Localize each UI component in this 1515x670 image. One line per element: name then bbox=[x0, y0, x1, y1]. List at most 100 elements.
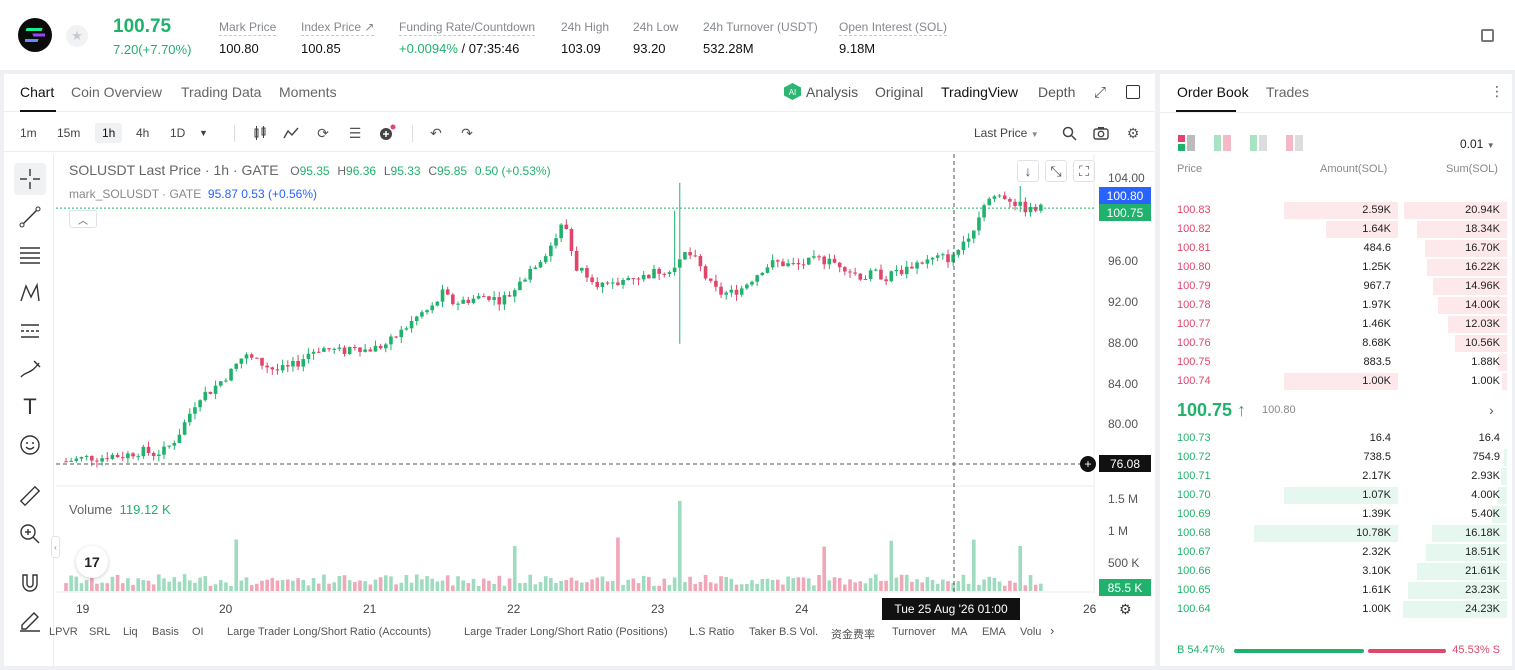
tab-analysis[interactable]: Analysis bbox=[806, 84, 859, 100]
bid-row[interactable]: 100.65 1.61K 23.23K bbox=[1160, 581, 1512, 600]
stat-label[interactable]: Mark Price bbox=[219, 20, 277, 36]
emoji-tool-icon[interactable] bbox=[14, 429, 46, 461]
bid-row[interactable]: 100.64 1.00K 24.23K bbox=[1160, 600, 1512, 619]
timeframe-15m[interactable]: 15m bbox=[57, 126, 81, 140]
ruler-tool-icon[interactable] bbox=[14, 480, 46, 512]
add-order-icon[interactable]: + bbox=[1080, 456, 1096, 472]
indicator-basis[interactable]: Basis bbox=[152, 626, 179, 638]
indicator-ma[interactable]: MA bbox=[951, 626, 968, 638]
indicator-funding[interactable]: 资金费率 bbox=[831, 629, 875, 641]
lock-draw-icon[interactable] bbox=[14, 605, 46, 637]
gear-icon[interactable]: ⚙ bbox=[1126, 124, 1140, 141]
price-type-select[interactable]: Last Price ▼ bbox=[974, 126, 1039, 140]
chevron-right-icon[interactable]: › bbox=[1489, 402, 1494, 418]
refresh-icon[interactable]: ⟳ bbox=[317, 124, 329, 141]
tab-moments[interactable]: Moments bbox=[279, 84, 337, 100]
legend-collapse-button[interactable]: ︿ bbox=[69, 210, 97, 228]
indicator-lt-accounts[interactable]: Large Trader Long/Short Ratio (Accounts) bbox=[227, 626, 432, 638]
ask-row[interactable]: 100.74 1.00K 1.00K bbox=[1160, 372, 1512, 391]
undo-icon[interactable]: ↶ bbox=[430, 124, 442, 141]
timeframe-4h[interactable]: 4h bbox=[136, 126, 150, 140]
gear-icon[interactable]: ⚙ bbox=[1119, 601, 1132, 617]
tradingview-logo-icon[interactable]: 17 bbox=[76, 546, 108, 578]
chevron-left-icon[interactable]: ‹ bbox=[51, 536, 60, 558]
ask-row[interactable]: 100.83 2.59K 20.94K bbox=[1160, 201, 1512, 220]
bid-row[interactable]: 100.68 10.78K 16.18K bbox=[1160, 524, 1512, 543]
indicator-volume[interactable]: Volu bbox=[1020, 626, 1042, 638]
scroll-to-latest-icon[interactable]: ↓ bbox=[1017, 160, 1039, 182]
bid-row[interactable]: 100.67 2.32K 18.51K bbox=[1160, 543, 1512, 562]
tab-trades[interactable]: Trades bbox=[1266, 84, 1310, 100]
bid-row[interactable]: 100.69 1.39K 5.40K bbox=[1160, 505, 1512, 524]
x-tick: 22 bbox=[507, 602, 521, 616]
tab-original[interactable]: Original bbox=[875, 84, 924, 100]
crosshair-tool-icon[interactable] bbox=[14, 163, 46, 195]
more-icon[interactable]: ⋮ bbox=[1490, 83, 1504, 99]
ask-row[interactable]: 100.81 484.6 16.70K bbox=[1160, 239, 1512, 258]
ask-row[interactable]: 100.79 967.7 14.96K bbox=[1160, 277, 1512, 296]
indicator-lpvr[interactable]: LPVR bbox=[49, 626, 78, 638]
indicator-lt-positions[interactable]: Large Trader Long/Short Ratio (Positions… bbox=[464, 626, 668, 638]
indicator-srl[interactable]: SRL bbox=[89, 626, 111, 638]
magnet-icon[interactable] bbox=[14, 567, 46, 599]
bid-row[interactable]: 100.72 738.5 754.9 bbox=[1160, 448, 1512, 467]
indicator-taker-vol[interactable]: Taker B.S Vol. bbox=[749, 626, 819, 638]
timeframe-1d[interactable]: 1D bbox=[170, 126, 186, 140]
tab-tradingview[interactable]: TradingView bbox=[941, 84, 1019, 100]
zoom-in-icon[interactable] bbox=[14, 518, 46, 550]
book-asks-view-icon[interactable] bbox=[1286, 135, 1304, 151]
tab-depth[interactable]: Depth bbox=[1038, 84, 1076, 100]
indicator-oi[interactable]: OI bbox=[192, 626, 204, 638]
book-both-view-icon[interactable] bbox=[1178, 135, 1196, 151]
fullscreen-icon[interactable]: ⛶ bbox=[1073, 160, 1095, 182]
book-green-view-icon[interactable] bbox=[1250, 135, 1268, 151]
search-icon[interactable] bbox=[1060, 124, 1078, 142]
brush-tool-icon[interactable] bbox=[14, 353, 46, 385]
candle-type-icon[interactable] bbox=[251, 124, 269, 142]
camera-icon[interactable] bbox=[1092, 124, 1110, 142]
chevron-down-icon[interactable]: ▼ bbox=[199, 128, 208, 138]
collapse-chart-icon[interactable]: ⤡ bbox=[1045, 160, 1067, 182]
ask-row[interactable]: 100.78 1.97K 14.00K bbox=[1160, 296, 1512, 315]
add-alert-icon[interactable] bbox=[378, 124, 396, 142]
candle-body bbox=[889, 271, 894, 282]
indicator-ls-ratio[interactable]: L.S Ratio bbox=[689, 626, 735, 638]
tab-trading-data[interactable]: Trading Data bbox=[181, 84, 262, 100]
expand-icon[interactable]: ⤢ bbox=[1094, 84, 1107, 101]
candlestick-chart[interactable] bbox=[56, 154, 1100, 594]
indicator-liq[interactable]: Liq bbox=[123, 626, 138, 638]
bid-row[interactable]: 100.70 1.07K 4.00K bbox=[1160, 486, 1512, 505]
stat-label[interactable]: Open Interest (SOL) bbox=[839, 20, 948, 36]
favorite-star-icon[interactable]: ★ bbox=[66, 25, 88, 47]
fib-tool-icon[interactable] bbox=[14, 239, 46, 271]
ask-row[interactable]: 100.80 1.25K 16.22K bbox=[1160, 258, 1512, 277]
tab-coin-overview[interactable]: Coin Overview bbox=[71, 84, 163, 100]
stat-label[interactable]: Index Price ↗ bbox=[301, 20, 375, 36]
text-tool-icon[interactable]: T bbox=[23, 394, 37, 419]
redo-icon[interactable]: ↷ bbox=[461, 124, 473, 141]
timeframe-1h[interactable]: 1h bbox=[95, 123, 123, 143]
book-bids-view-icon[interactable] bbox=[1214, 135, 1232, 151]
timeframe-1m[interactable]: 1m bbox=[20, 126, 37, 140]
indicator-turnover[interactable]: Turnover bbox=[892, 626, 936, 638]
book-icon[interactable] bbox=[1481, 29, 1494, 42]
bid-row[interactable]: 100.66 3.10K 21.61K bbox=[1160, 562, 1512, 581]
ask-row[interactable]: 100.77 1.46K 12.03K bbox=[1160, 315, 1512, 334]
templates-icon[interactable]: ☰ bbox=[348, 124, 362, 141]
precision-select[interactable]: 0.01 ▼ bbox=[1460, 137, 1495, 151]
ask-row[interactable]: 100.82 1.64K 18.34K bbox=[1160, 220, 1512, 239]
bid-row[interactable]: 100.71 2.17K 2.93K bbox=[1160, 467, 1512, 486]
chevron-right-icon[interactable]: › bbox=[1050, 623, 1055, 638]
ask-row[interactable]: 100.76 8.68K 10.56K bbox=[1160, 334, 1512, 353]
ask-row[interactable]: 100.75 883.5 1.88K bbox=[1160, 353, 1512, 372]
prediction-tool-icon[interactable] bbox=[14, 315, 46, 347]
stat-label[interactable]: Funding Rate/Countdown bbox=[399, 20, 536, 36]
pattern-tool-icon[interactable] bbox=[14, 277, 46, 309]
tab-chart[interactable]: Chart bbox=[20, 84, 55, 100]
window-icon[interactable] bbox=[1126, 85, 1140, 99]
tab-order-book[interactable]: Order Book bbox=[1177, 84, 1249, 100]
indicators-icon[interactable] bbox=[282, 124, 300, 142]
bid-row[interactable]: 100.73 16.4 16.4 bbox=[1160, 429, 1512, 448]
trend-line-tool-icon[interactable] bbox=[14, 201, 46, 233]
indicator-ema[interactable]: EMA bbox=[982, 626, 1006, 638]
